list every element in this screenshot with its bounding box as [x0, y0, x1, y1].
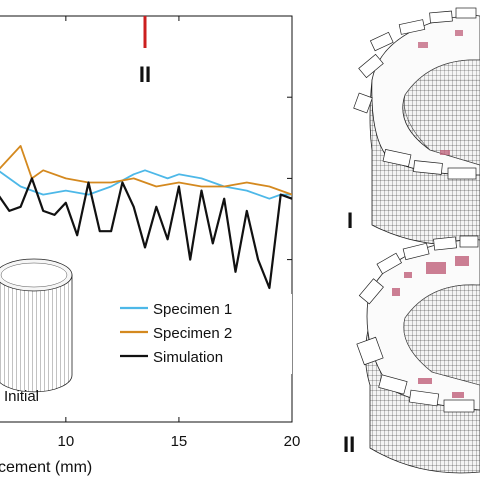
- axis-tick-marks: 10 15 20: [58, 16, 301, 450]
- series-layer: [0, 145, 293, 290]
- shell-I-buckled-panels: [353, 7, 477, 180]
- x-axis-label: cement (mm): [0, 459, 92, 476]
- shell-I-inner-wall: [404, 59, 480, 166]
- deformed-shell-II: II: [343, 235, 480, 474]
- legend-entry: Specimen 2: [153, 325, 232, 342]
- legend: Specimen 1 Specimen 2 Simulation: [116, 294, 292, 374]
- displacement-plot: 10 15 20 II Initial Specimen 1 Specimen 2 Si…: [0, 15, 301, 476]
- inset-label: Initial: [4, 388, 39, 405]
- shell-II-damage-spots: [392, 256, 469, 398]
- shell-II-inner-wall: [403, 284, 480, 386]
- initial-cylinder-body: [0, 274, 73, 393]
- shell-I-damage-spots: [418, 30, 463, 155]
- x-tick-label: 15: [171, 433, 188, 450]
- marker-layer: II: [139, 16, 151, 87]
- panel-label-II: II: [343, 432, 355, 457]
- x-tick-label: 20: [284, 433, 301, 450]
- panel-label-I: I: [347, 208, 353, 233]
- shell-II-buckled-panels: [356, 235, 479, 413]
- initial-cylinder-inset: Initial: [0, 258, 73, 405]
- legend-entry: Specimen 1: [153, 301, 232, 318]
- series-line-specimen-2: [0, 145, 292, 196]
- series-line-specimen-1: [0, 169, 292, 200]
- marker-label: II: [139, 62, 151, 87]
- deformed-shell-I: I: [347, 7, 480, 246]
- legend-entry: Simulation: [153, 349, 223, 366]
- x-tick-label: 10: [58, 433, 75, 450]
